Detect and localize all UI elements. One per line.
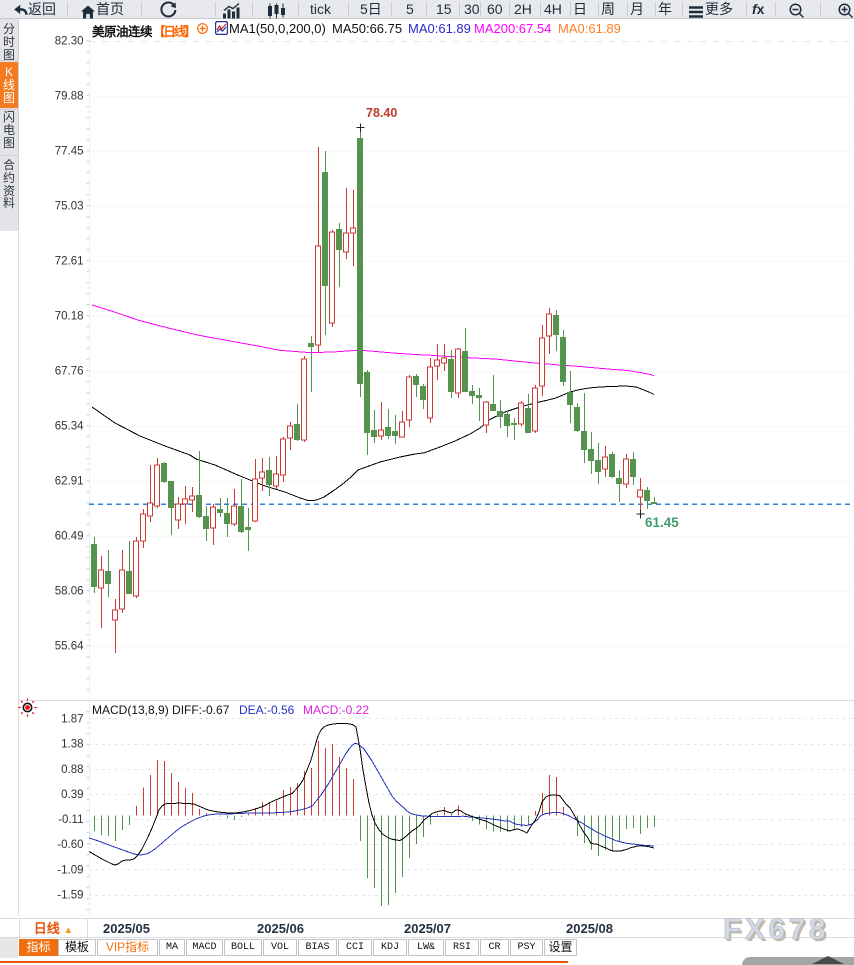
svg-text:75.03: 75.03: [55, 201, 84, 213]
svg-text:DEA:-0.56: DEA:-0.56: [239, 703, 295, 717]
svg-text:-1.59: -1.59: [57, 890, 83, 902]
svg-text:60.49: 60.49: [55, 531, 84, 543]
svg-text:-0.11: -0.11: [58, 814, 83, 826]
svg-text:67.76: 67.76: [55, 366, 84, 378]
svg-text:61.45: 61.45: [645, 515, 679, 530]
svg-text:70.18: 70.18: [55, 311, 84, 323]
svg-text:-0.60: -0.60: [57, 839, 83, 851]
svg-text:MACD:-0.22: MACD:-0.22: [303, 703, 369, 717]
svg-text:82.30: 82.30: [55, 36, 84, 48]
svg-text:78.40: 78.40: [366, 106, 397, 120]
svg-text:0.39: 0.39: [61, 789, 83, 801]
svg-text:1.38: 1.38: [61, 739, 83, 751]
svg-text:72.61: 72.61: [55, 256, 84, 268]
svg-text:0.88: 0.88: [61, 764, 83, 776]
svg-text:1.87: 1.87: [61, 714, 83, 726]
svg-text:62.91: 62.91: [55, 476, 84, 488]
svg-text:79.88: 79.88: [55, 91, 84, 103]
svg-text:-1.09: -1.09: [57, 864, 83, 876]
svg-text:55.64: 55.64: [55, 641, 84, 653]
svg-text:58.06: 58.06: [55, 586, 84, 598]
svg-text:77.45: 77.45: [55, 146, 84, 158]
svg-text:MACD(13,8,9) DIFF:-0.67: MACD(13,8,9) DIFF:-0.67: [92, 703, 230, 717]
svg-text:65.34: 65.34: [55, 421, 84, 433]
